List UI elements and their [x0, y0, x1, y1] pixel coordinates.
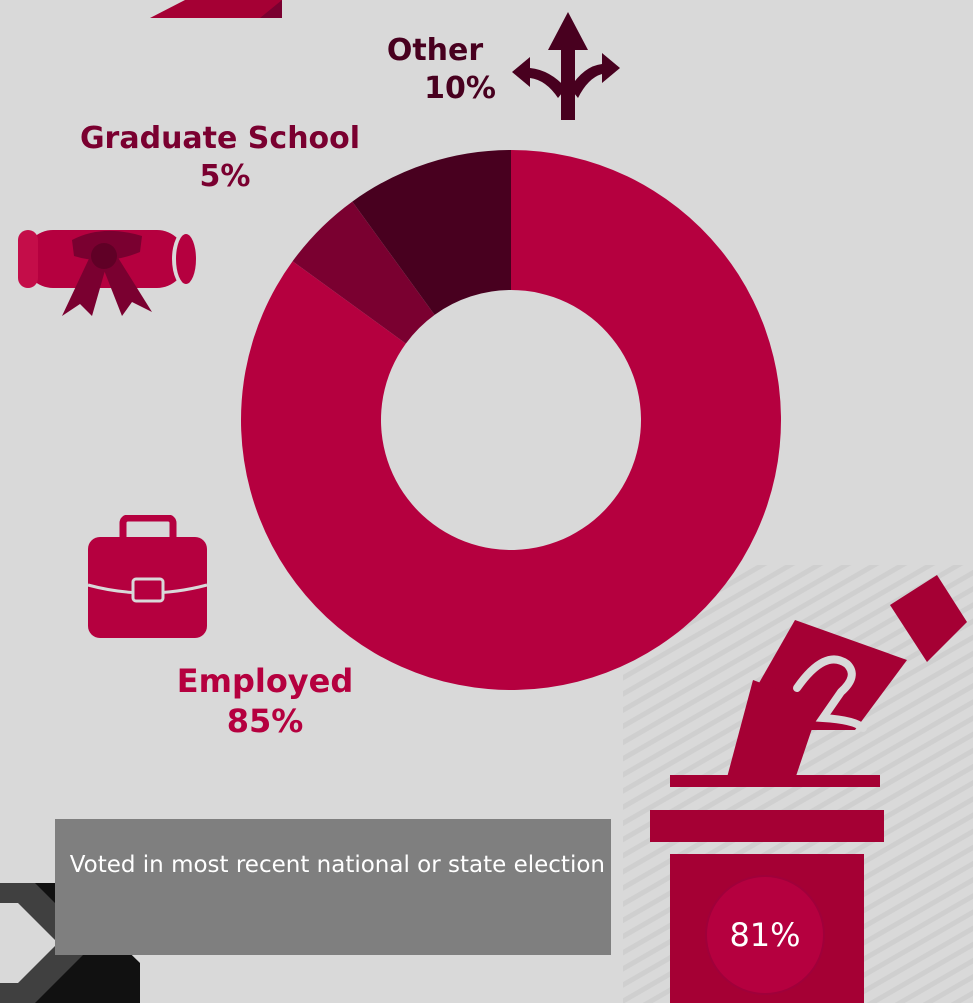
- briefcase-icon: [87, 515, 208, 638]
- label-other-name: Other: [386, 33, 484, 68]
- voting-percentage-badge: 81%: [707, 877, 823, 993]
- label-employed: Employed 85%: [160, 661, 370, 741]
- label-employed-name: Employed: [176, 662, 354, 700]
- diploma-scroll-icon: [18, 230, 200, 316]
- label-other-value: 10%: [424, 70, 496, 106]
- label-graduate-school: Graduate School 5%: [60, 120, 380, 195]
- label-employed-value: 85%: [226, 702, 304, 740]
- label-other: Other 10%: [360, 32, 510, 107]
- slice-employed: [240, 150, 782, 690]
- branching-arrows-icon: [512, 12, 620, 120]
- voting-caption: Voted in most recent national or state e…: [69, 852, 605, 878]
- slice-other: [352, 150, 511, 315]
- label-graduate-value: 5%: [199, 158, 251, 194]
- voting-caption-box: Voted in most recent national or state e…: [55, 819, 611, 955]
- label-graduate-name: Graduate School: [79, 121, 361, 156]
- slice-graduate-school: [292, 201, 435, 344]
